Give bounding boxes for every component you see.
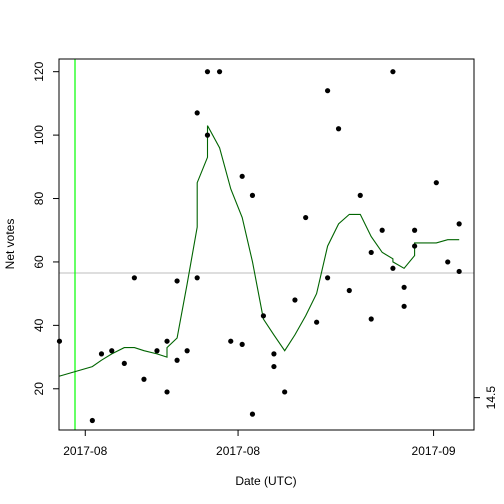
x-tick-label: 2017-08 [216, 444, 260, 458]
data-point [456, 268, 462, 275]
data-point [164, 389, 170, 395]
data-point [154, 348, 160, 354]
data-point [445, 259, 451, 265]
data-point [249, 192, 256, 198]
data-point [412, 243, 418, 249]
data-point [401, 284, 407, 290]
data-point [141, 376, 147, 382]
data-point [131, 275, 137, 281]
data-point [204, 69, 211, 75]
data-point [194, 110, 200, 116]
data-point [379, 227, 385, 233]
data-point [121, 360, 127, 367]
x-tick-label: 2017-09 [412, 444, 456, 458]
y-axis: 20 40 60 80 100 120 [32, 61, 59, 395]
data-point [271, 351, 277, 357]
data-point [216, 69, 223, 75]
data-point [412, 227, 418, 233]
y-tick-label: 40 [32, 318, 46, 332]
y-tick-label: 80 [32, 192, 46, 206]
data-point [324, 275, 331, 281]
data-point [204, 132, 211, 138]
data-point [109, 348, 115, 354]
data-point [335, 126, 342, 132]
data-point [98, 351, 105, 357]
y-tick-label: 20 [32, 382, 46, 396]
right-tick-label: 14.5 [484, 386, 498, 410]
data-point [314, 319, 320, 325]
data-point [239, 173, 245, 179]
data-point [346, 287, 352, 294]
data-point [433, 180, 439, 186]
data-point [303, 214, 309, 221]
data-point [184, 348, 190, 354]
right-axis: 14.5 [474, 386, 498, 410]
y-tick-label: 60 [32, 255, 46, 269]
x-tick-label: 2017-08 [63, 444, 107, 458]
data-point [194, 275, 200, 281]
data-point [174, 278, 180, 284]
data-point [271, 363, 277, 370]
data-point [260, 313, 267, 319]
data-point [401, 303, 407, 309]
data-point [324, 88, 331, 94]
data-point [368, 316, 374, 322]
data-point [390, 69, 396, 75]
x-axis: 2017-08 2017-08 2017-09 [63, 430, 456, 458]
data-point [390, 265, 396, 271]
data-point [228, 338, 234, 344]
data-point [282, 389, 288, 395]
trend-line [59, 125, 460, 377]
data-point [174, 357, 180, 363]
y-tick-label: 100 [32, 125, 46, 145]
y-axis-label: Net votes [3, 219, 17, 270]
x-axis-label: Date (UTC) [235, 474, 296, 488]
data-point [239, 341, 245, 347]
plot-frame [58, 58, 475, 431]
data-point [357, 192, 363, 198]
data-point [164, 338, 170, 344]
data-point [249, 411, 256, 417]
data-point [292, 297, 298, 303]
data-point [89, 417, 95, 424]
data-point [368, 249, 374, 256]
y-tick-label: 120 [32, 61, 46, 81]
plot-area [56, 59, 474, 430]
data-point [456, 221, 462, 227]
